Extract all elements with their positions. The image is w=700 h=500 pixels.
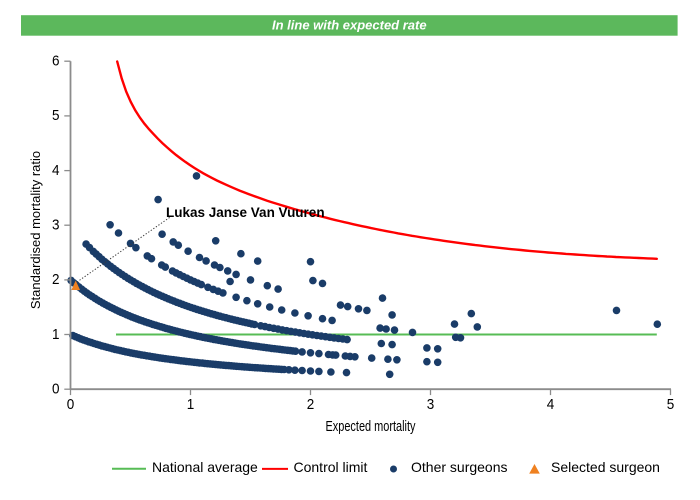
svg-text:2: 2 xyxy=(307,396,315,413)
svg-text:Other surgeons: Other surgeons xyxy=(411,459,508,475)
svg-text:4: 4 xyxy=(547,396,555,413)
svg-text:1: 1 xyxy=(187,396,195,413)
svg-text:Control limit: Control limit xyxy=(294,459,368,475)
svg-text:Selected surgeon: Selected surgeon xyxy=(551,459,660,475)
svg-text:4: 4 xyxy=(52,162,60,179)
svg-text:In line with expected rate: In line with expected rate xyxy=(272,18,427,33)
svg-text:1: 1 xyxy=(52,326,60,343)
svg-text:3: 3 xyxy=(427,396,435,413)
svg-text:0: 0 xyxy=(67,396,75,413)
svg-text:5: 5 xyxy=(667,396,675,413)
svg-text:Standardised mortality ratio: Standardised mortality ratio xyxy=(28,151,43,309)
svg-text:6: 6 xyxy=(52,53,60,70)
svg-text:2: 2 xyxy=(52,271,60,288)
svg-text:5: 5 xyxy=(52,107,60,124)
svg-text:3: 3 xyxy=(52,217,60,234)
svg-text:National average: National average xyxy=(152,459,258,475)
svg-text:0: 0 xyxy=(52,381,60,398)
svg-text:Expected mortality: Expected mortality xyxy=(326,418,416,435)
svg-text:Lukas Janse Van Vuuren: Lukas Janse Van Vuuren xyxy=(166,205,325,220)
